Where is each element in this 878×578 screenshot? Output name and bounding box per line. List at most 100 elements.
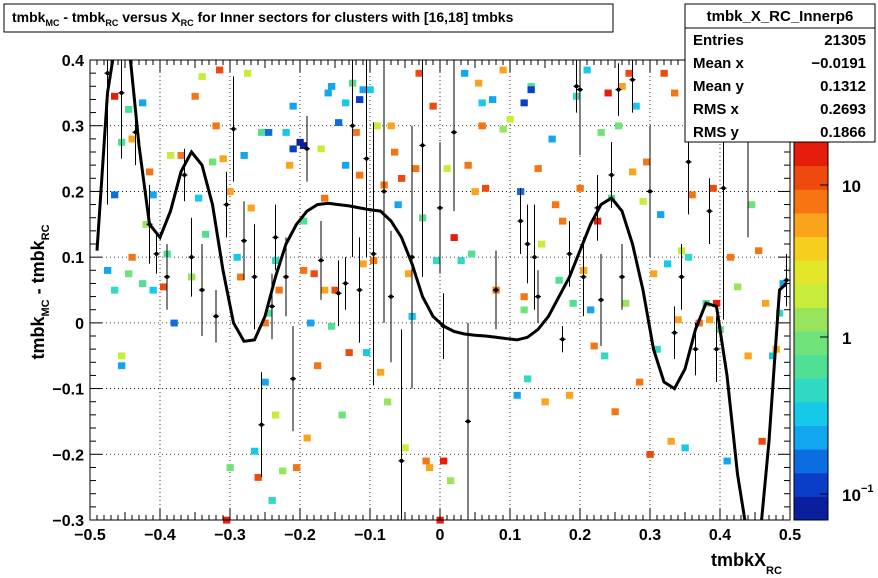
heatmap-cell: [142, 221, 150, 228]
heatmap-cell: [660, 69, 668, 77]
heatmap-cell: [415, 69, 423, 77]
data-point: [714, 347, 719, 352]
heatmap-cell: [744, 352, 752, 360]
data-point: [154, 251, 159, 256]
data-point: [599, 297, 603, 302]
heatmap-cell: [629, 168, 637, 176]
data-point: [620, 274, 624, 279]
heatmap-cell: [226, 188, 234, 196]
heatmap-cell: [300, 267, 308, 274]
stats-label: Mean x: [693, 55, 745, 72]
heatmap-cell: [755, 247, 763, 255]
heatmap-cell: [443, 165, 451, 173]
heatmap-cell: [335, 119, 343, 127]
data-point: [438, 205, 442, 210]
heatmap-cell: [268, 497, 276, 504]
heatmap-cell: [601, 352, 609, 360]
heatmap-cell: [394, 201, 402, 209]
colorbar-segment: [794, 307, 828, 332]
data-point: [189, 255, 194, 260]
heatmap-cell: [366, 86, 374, 94]
heatmap-cell: [566, 391, 574, 399]
heatmap-cell: [111, 92, 119, 100]
heatmap-cell: [139, 99, 147, 107]
colorbar-segment: [794, 425, 828, 450]
heatmap-cell: [118, 352, 126, 360]
data-point: [284, 274, 288, 279]
heatmap-cell: [520, 293, 528, 301]
heatmap-cell: [359, 260, 367, 268]
heatmap-cell: [464, 161, 472, 169]
data-point: [357, 288, 362, 292]
heatmap-cell: [265, 309, 273, 317]
heatmap-cell: [342, 99, 350, 107]
chart-title: tmbkMC - tmbkRC versus XRC for Inner sec…: [12, 9, 514, 28]
heatmap-cell: [398, 175, 406, 182]
data-point: [525, 242, 530, 246]
y-tick-label: 0.1: [62, 250, 84, 267]
heatmap-cell: [209, 158, 217, 166]
heatmap-cell: [674, 316, 682, 324]
heatmap-cell: [727, 253, 735, 261]
heatmap-cell: [300, 142, 308, 150]
heatmap-cell: [170, 319, 178, 327]
colorbar-segment: [794, 189, 828, 214]
heatmap-cell: [111, 191, 119, 199]
data-point: [578, 87, 582, 92]
data-point: [182, 173, 187, 177]
heatmap-cell: [429, 102, 437, 110]
data-point: [231, 127, 236, 131]
heatmap-cell: [352, 129, 360, 136]
heatmap-cell: [524, 375, 532, 383]
colorbar-label: 10: [842, 486, 861, 505]
heatmap-cell: [272, 411, 280, 419]
heatmap-cell: [328, 83, 336, 90]
heatmap-cell: [128, 253, 136, 261]
heatmap-cell: [412, 165, 420, 173]
x-tick-label: 0.5: [779, 527, 801, 544]
y-tick-label: 0: [75, 316, 84, 333]
y-tick-label: −0.2: [52, 447, 84, 464]
heatmap-cell: [310, 270, 318, 278]
y-axis-label: tmbkMC - tmbkRC: [28, 224, 52, 359]
heatmap-cell: [527, 86, 535, 94]
heatmap-cell: [611, 408, 619, 416]
heatmap-cell: [300, 217, 308, 225]
heatmap-cell: [636, 378, 644, 386]
heatmap-cell: [317, 145, 325, 153]
heatmap-cell: [622, 299, 630, 307]
heatmap-cell: [356, 171, 364, 179]
heatmap-cell: [293, 464, 301, 472]
heatmap-cell: [513, 391, 521, 399]
axes: −0.5 −0.4 −0.3 −0.2 −0.1 0 0.1 0.2 0.3 0.4 0.5 −0.3…: [52, 53, 801, 544]
heatmap-cell: [643, 158, 651, 166]
heatmap-cell: [373, 122, 381, 130]
heatmap-cell: [723, 457, 731, 465]
heatmap-cell: [324, 89, 332, 97]
heatmap-cell: [433, 257, 441, 265]
data-point: [200, 288, 204, 292]
colorbar-segment: [794, 472, 828, 497]
heatmap-cell: [555, 276, 563, 284]
data-point: [350, 123, 355, 128]
heatmap-cell: [646, 451, 654, 458]
heatmap-cell: [216, 66, 224, 74]
colorbar-segment: [794, 449, 828, 474]
heatmap-cell: [111, 286, 119, 294]
heatmap-cell: [391, 148, 399, 156]
heatmap-cell: [450, 234, 458, 242]
x-tick-label: 0: [436, 527, 445, 544]
heatmap-cell: [240, 152, 248, 159]
heatmap-cell: [541, 398, 549, 406]
heatmap-cell: [233, 253, 241, 261]
data-point: [452, 130, 456, 135]
heatmap-cell: [146, 168, 154, 176]
heatmap-cell: [748, 201, 756, 209]
y-tick-label: −0.3: [52, 513, 84, 530]
heatmap-cell: [286, 161, 294, 169]
heatmap-cell: [667, 437, 675, 445]
heatmap-cell: [639, 198, 647, 205]
data-point: [721, 186, 726, 191]
